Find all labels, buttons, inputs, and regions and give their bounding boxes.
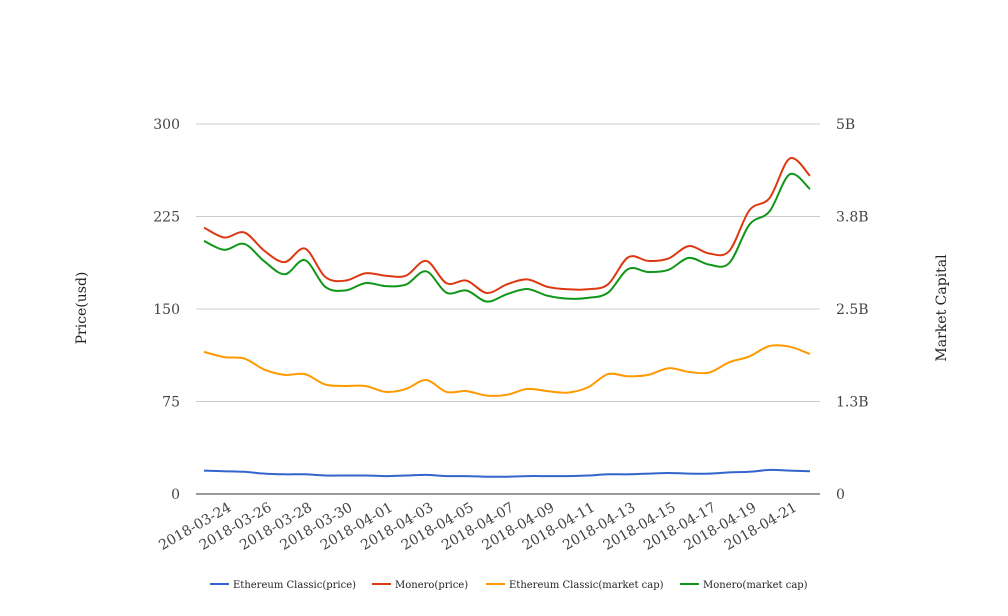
series-line-ethereum-classic-market-cap — [203, 344, 811, 397]
y-axis-left-label: Price(usd) — [74, 272, 90, 345]
y-left-tick-label: 75 — [162, 395, 180, 411]
y-left-tick-label: 300 — [153, 117, 180, 133]
series-line-ethereum-classic-price — [203, 468, 811, 478]
legend-label: Monero(price) — [395, 580, 468, 591]
y-right-tick-label: 2.5B — [836, 302, 869, 318]
legend-label: Monero(market cap) — [703, 580, 808, 591]
x-axis-ticks: 2018-03-242018-03-262018-03-282018-03-30… — [156, 500, 800, 554]
series-line-monero-market-cap — [203, 172, 811, 303]
y-right-tick-label: 5B — [836, 117, 855, 133]
y-left-tick-label: 0 — [171, 487, 180, 503]
series-lines — [203, 157, 811, 478]
y-axis-right-ticks: 0 1.3B 2.5B 3.8B 5B — [836, 117, 869, 503]
y-left-tick-label: 150 — [153, 302, 180, 318]
legend-label: Ethereum Classic(market cap) — [509, 580, 664, 591]
y-left-tick-label: 225 — [153, 210, 180, 226]
y-right-tick-label: 0 — [836, 487, 845, 503]
legend: Ethereum Classic(price) Monero(price) Ethe… — [210, 580, 808, 591]
grid-lines — [196, 123, 820, 495]
y-axis-right-label: Market Capital — [934, 254, 950, 362]
y-right-tick-label: 3.8B — [836, 210, 869, 226]
y-axis-left-ticks: 0 75 150 225 300 — [153, 117, 180, 503]
y-right-tick-label: 1.3B — [836, 395, 869, 411]
legend-label: Ethereum Classic(price) — [233, 580, 356, 591]
series-line-monero-price — [203, 157, 811, 295]
